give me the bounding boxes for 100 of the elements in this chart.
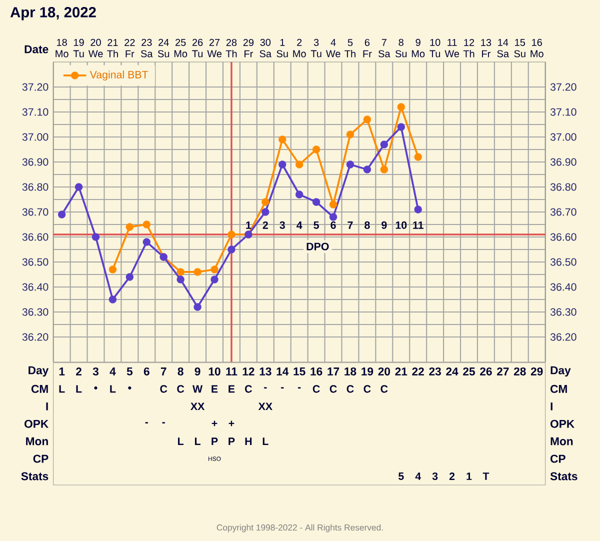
x-tick-label: 22 Fr xyxy=(124,38,135,58)
point xyxy=(210,266,218,274)
text: E xyxy=(212,385,218,393)
text: P xyxy=(212,438,218,445)
y-tick-label: CP xyxy=(33,454,48,463)
text: W xyxy=(192,385,203,393)
point xyxy=(312,146,320,154)
point xyxy=(228,246,236,254)
x-tick-label: 15 xyxy=(294,368,306,376)
x-tick-label: 7 xyxy=(160,368,166,376)
point xyxy=(176,276,184,284)
text: - xyxy=(162,422,165,424)
y-tick-label: 36.60 xyxy=(22,233,48,241)
y-tick-label: I xyxy=(46,402,48,410)
x-tick-label: 10 xyxy=(208,367,220,376)
text: E xyxy=(228,385,235,393)
x-tick-label: 26 xyxy=(480,367,492,376)
text: Day xyxy=(550,366,571,377)
x-tick-label: 12 Th xyxy=(463,38,474,58)
x-tick-label: 3 xyxy=(92,367,98,376)
x-tick-label: 26 Tu xyxy=(192,38,203,58)
annotation: 3 xyxy=(280,221,285,229)
text: C xyxy=(330,385,337,393)
x-tick-label: 6 xyxy=(144,367,150,376)
y-tick-label: 36.30 xyxy=(22,308,48,316)
y-tick-label: 36.40 xyxy=(22,283,48,291)
text: - xyxy=(145,422,148,424)
legend-label: Vaginal BBT xyxy=(90,70,148,81)
point xyxy=(108,296,117,304)
point xyxy=(126,223,134,231)
x-tick-label: 27 We xyxy=(207,38,222,58)
x-tick-label: 18 xyxy=(344,367,356,376)
x-tick-label: 14 xyxy=(276,368,289,376)
text: 3 xyxy=(432,472,438,480)
annotation: 11 xyxy=(413,222,424,229)
point xyxy=(295,190,304,198)
x-tick-label: 7 Sa xyxy=(378,38,390,58)
x-tick-label: 8 Su xyxy=(395,38,407,58)
x-tick-label: 25 Mo xyxy=(174,38,188,58)
point xyxy=(278,160,286,168)
annotation: 9 xyxy=(382,221,387,229)
y2-tick-label: 36.50 xyxy=(550,258,576,266)
text: C xyxy=(245,385,252,393)
point xyxy=(397,103,405,111)
x-tick-label: 15 Su xyxy=(514,38,526,58)
text: C xyxy=(160,385,168,393)
y-tick-label: 36.50 xyxy=(22,258,48,266)
point xyxy=(295,160,304,168)
text: P xyxy=(228,438,235,445)
text: H xyxy=(245,438,252,445)
x-tick-label: 29 Fr xyxy=(243,38,254,58)
text: • xyxy=(128,386,132,390)
point xyxy=(363,166,372,174)
x-tick-label: 23 xyxy=(429,367,441,376)
x-tick-label: 8 xyxy=(178,367,184,376)
x-tick-label: 13 Fr xyxy=(481,38,492,58)
text: C xyxy=(364,385,371,393)
y-tick-label: 37.00 xyxy=(22,133,48,141)
x-tick-label: 9 xyxy=(194,367,200,376)
annotation: 10 xyxy=(396,221,407,229)
x-tick-label: 20 We xyxy=(88,38,103,58)
ref-line-label: DPO xyxy=(306,242,329,250)
annotation: 4 xyxy=(296,222,302,229)
text: 4 xyxy=(415,472,421,480)
y-tick-label: 36.80 xyxy=(22,183,48,191)
point xyxy=(126,273,134,281)
text: - xyxy=(281,387,284,388)
text: + xyxy=(212,420,218,426)
point xyxy=(346,130,354,138)
y-tick-label: Stats xyxy=(21,472,48,480)
x-tick-label: 9 Mo xyxy=(412,38,425,58)
text: Copyright 1998-2022 - All Rights Reserved. xyxy=(216,524,383,532)
y2-tick-label: 37.20 xyxy=(550,83,576,91)
text: 5 xyxy=(398,472,404,480)
y-tick-label: 36.90 xyxy=(22,158,48,166)
x-tick-label: 20 xyxy=(378,367,390,376)
annotation: 1 xyxy=(246,222,252,229)
x-tick-label: 28 xyxy=(514,367,526,376)
x-tick-label: 1 xyxy=(59,368,65,376)
x-tick-label: 21 Th xyxy=(107,38,118,58)
text: • xyxy=(94,386,98,390)
text: + xyxy=(228,420,234,426)
x-tick-label: 16 Mo xyxy=(530,38,544,58)
point xyxy=(262,198,270,206)
point xyxy=(397,123,405,131)
y2-tick-label: 36.30 xyxy=(550,308,576,316)
x-tick-label: 18 Mo xyxy=(56,38,68,58)
y-tick-label: 37.10 xyxy=(22,108,48,116)
x-tick-label: 17 xyxy=(328,368,340,376)
x-tick-label: 28 Th xyxy=(226,38,237,58)
y2-tick-label: I xyxy=(550,402,552,410)
y-tick-label: 37.20 xyxy=(22,83,48,91)
x-tick-label: 5 Th xyxy=(344,39,356,58)
annotation: 5 xyxy=(314,221,319,229)
point xyxy=(380,140,388,148)
y2-tick-label: 36.90 xyxy=(550,158,576,166)
annotation: 7 xyxy=(348,222,353,229)
x-tick-label: 1 Su xyxy=(276,38,288,58)
point xyxy=(414,153,422,161)
x-tick-label: 19 xyxy=(362,367,374,376)
